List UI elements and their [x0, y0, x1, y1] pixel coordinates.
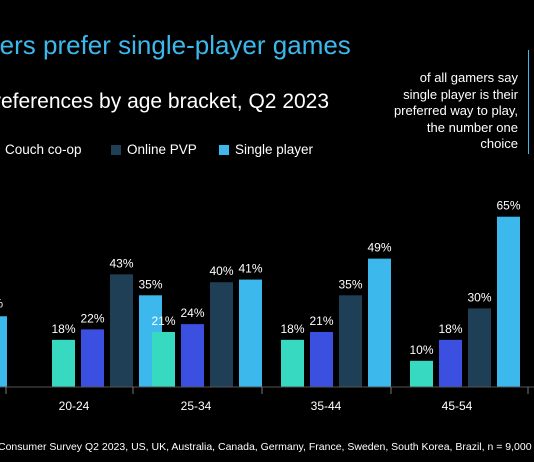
data-label: 30%	[467, 290, 491, 304]
data-label: 21%	[151, 314, 175, 328]
data-label: 21%	[309, 314, 333, 328]
data-label: 35%	[338, 277, 362, 291]
source-note: Consumer Survey Q2 2023, US, UK, Austral…	[0, 441, 532, 453]
x-tick-label: 20-24	[59, 399, 90, 413]
legend-label-online-pvp: Online PVP	[127, 142, 197, 157]
bar-45-54-series-1	[439, 339, 462, 387]
bar-45-54-series-3	[497, 216, 520, 387]
callout-line: single player is their	[403, 86, 518, 102]
data-label: 22%	[80, 311, 104, 325]
bar-45-54-series-2	[468, 308, 491, 387]
callout-line: choice	[480, 136, 518, 151]
data-label: 65%	[496, 199, 520, 213]
legend-label-couch-coop: Couch co-op	[5, 142, 82, 157]
callout-line: of all gamers say	[419, 70, 518, 85]
callout-rule	[528, 50, 529, 154]
data-label: 18%	[280, 322, 304, 336]
legend-item-couch-coop: Couch co-op	[5, 142, 82, 157]
bar-25-34-series-0	[152, 331, 175, 387]
bar-45-54-series-0	[410, 360, 433, 387]
data-label: 18%	[51, 322, 75, 336]
bar-35-44-series-1	[310, 331, 333, 387]
chart-title: mers prefer single-player games	[0, 30, 351, 60]
bar-20-24-series-2	[110, 274, 133, 387]
data-label: 43%	[109, 256, 133, 270]
bar-35-44-series-0	[281, 339, 304, 387]
legend-item-single-player: Single player	[219, 142, 313, 157]
data-label: 40%	[209, 264, 233, 278]
bar-35-44-series-3	[368, 258, 391, 387]
bar-35-44-series-2	[339, 295, 362, 387]
callout-text: of all gamers say single player is their…	[368, 70, 518, 153]
bar-partial-single-player	[0, 316, 7, 387]
legend-swatch-online-pvp	[111, 144, 121, 155]
bar-20-24-series-1	[81, 329, 104, 387]
x-tick-label: 25-34	[181, 399, 212, 413]
bar-25-34-series-2	[210, 282, 233, 387]
data-label: 10%	[409, 343, 433, 357]
data-label: 18%	[438, 322, 462, 336]
legend-item-online-pvp: Online PVP	[111, 142, 197, 157]
bar-25-34-series-1	[181, 324, 204, 387]
legend-label-single-player: Single player	[235, 142, 314, 157]
x-tick-label: 45-54	[442, 399, 473, 413]
chart-subtitle: references by age bracket, Q2 2023	[0, 90, 330, 113]
data-label: 41%	[238, 262, 262, 276]
data-label: 35%	[138, 277, 162, 291]
bar-25-34-series-3	[239, 279, 262, 387]
callout-line: the number one	[426, 119, 518, 135]
x-tick-label: 35-44	[311, 399, 342, 413]
data-label: 24%	[180, 306, 204, 320]
callout-line: preferred way to play,	[393, 103, 518, 118]
bar-20-24-series-0	[52, 339, 75, 387]
data-label-partial: %	[0, 296, 3, 310]
legend-swatch-single-player	[219, 144, 229, 155]
data-label: 49%	[367, 241, 391, 255]
